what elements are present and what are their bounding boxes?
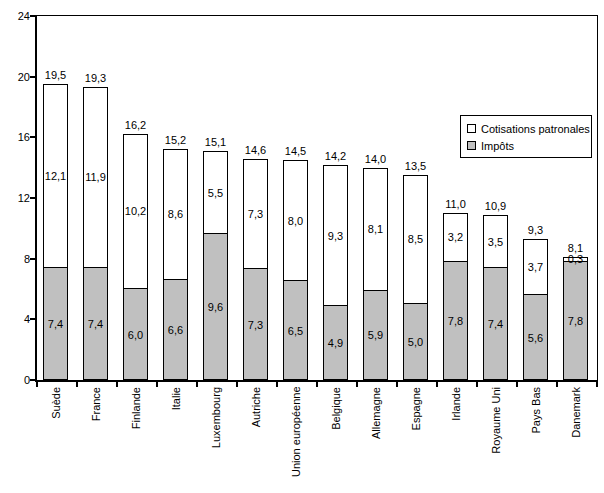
legend: Cotisations patronales Impôts [460,115,592,158]
x-axis-tick [76,382,78,387]
bar-cotisations-label: 10,2 [116,204,156,218]
x-axis-label-danemark: Danemark [569,387,583,477]
x-axis-tick [476,382,478,387]
legend-item-cotisations: Cotisations patronales [467,120,591,137]
x-axis-label-irlande: Irlande [449,387,463,477]
y-axis-tick [30,258,37,260]
bar-total-label: 19,3 [76,71,116,85]
y-axis-tick [30,197,37,199]
x-axis-tick [36,382,38,387]
x-axis-tick [116,382,118,387]
bar-total-label: 10,9 [476,199,516,213]
x-axis-label-autriche: Autriche [249,387,263,477]
bar-impots-label: 7,8 [436,314,476,328]
bar-impots-label: 6,6 [156,323,196,337]
x-axis-tick [316,382,318,387]
y-axis-tick-label: 24 [2,9,30,23]
bar-total-label: 14,6 [236,143,276,157]
x-axis-tick [156,382,158,387]
x-axis-label-union-europeenne: Union européenne [289,387,303,477]
bar-impots-label: 4,9 [316,336,356,350]
legend-item-impots: Impôts [467,137,591,154]
bar-segment-cotisations-autriche [243,159,268,380]
y-axis-tick [30,15,37,17]
legend-swatch-impots-icon [467,141,476,150]
bar-cotisations-label: 3,2 [436,230,476,244]
bar-impots-label: 9,6 [196,300,236,314]
bar-segment-cotisations-finlande [123,134,148,380]
y-axis-tick-label: 20 [2,70,30,84]
x-axis-tick [396,382,398,387]
bar-total-label: 14,0 [356,152,396,166]
legend-label-impots: Impôts [481,139,514,153]
bar-total-label: 14,2 [316,149,356,163]
x-axis-label-allemagne: Allemagne [369,387,383,477]
y-axis-tick-label: 12 [2,191,30,205]
bar-impots-label: 6,0 [116,328,156,342]
bar-impots-label: 7,3 [236,318,276,332]
x-axis-tick [196,382,198,387]
x-axis-label-suede: Suède [49,387,63,477]
bar-total-label: 9,3 [516,223,556,237]
x-axis-tick [356,382,358,387]
bar-cotisations-label: 8,5 [396,232,436,246]
bar-segment-cotisations-suede [43,84,68,380]
bar-impots-label: 5,6 [516,331,556,345]
bar-segment-cotisations-italie [163,149,188,380]
x-axis-label-italie: Italie [169,387,183,477]
x-axis-label-belgique: Belgique [329,387,343,477]
x-axis-tick [276,382,278,387]
y-axis-tick-label: 4 [2,312,30,326]
x-axis-tick [556,382,558,387]
bar-total-label: 11,0 [436,197,476,211]
y-axis-tick-label: 16 [2,130,30,144]
bar-total-label: 14,5 [276,144,316,158]
bar-impots-label: 6,5 [276,324,316,338]
legend-swatch-cotisations-icon [467,124,476,133]
bar-cotisations-label: 8,6 [156,207,196,221]
bar-cotisations-label: 7,3 [236,207,276,221]
bar-cotisations-label: 8,0 [276,214,316,228]
bar-impots-label: 7,4 [476,317,516,331]
bar-total-label: 16,2 [116,118,156,132]
x-axis-label-espagne: Espagne [409,387,423,477]
bar-cotisations-label: 5,5 [196,186,236,200]
bar-impots-label: 7,4 [76,317,116,331]
bar-cotisations-label: 3,5 [476,235,516,249]
y-axis-tick [30,379,37,381]
x-axis-tick [436,382,438,387]
bar-segment-cotisations-espagne [403,175,428,380]
x-axis-label-royaume-uni: Royaume Uni [489,387,503,477]
bar-impots-label: 5,0 [396,335,436,349]
legend-label-cotisations: Cotisations patronales [481,122,590,136]
bar-total-label: 15,2 [156,133,196,147]
bar-cotisations-label: 0,3 [556,252,596,266]
bar-cotisations-label: 11,9 [76,170,116,184]
bar-segment-cotisations-union-europeenne [283,160,308,380]
x-axis-tick [516,382,518,387]
bar-total-label: 13,5 [396,159,436,173]
bar-cotisations-label: 8,1 [356,222,396,236]
x-axis-label-pays-bas: Pays Bas [529,387,543,477]
y-axis-tick-label: 8 [2,252,30,266]
bar-segment-cotisations-france [83,87,108,380]
bar-impots-label: 5,9 [356,328,396,342]
bar-cotisations-label: 3,7 [516,260,556,274]
x-axis-tick [236,382,238,387]
y-axis-tick-label: 0 [2,373,30,387]
bar-segment-cotisations-allemagne [363,168,388,380]
chart-root: Prélèvements obligatoires pesant sur les… [0,0,604,493]
x-axis-label-luxembourg: Luxembourg [209,387,223,477]
bar-total-label: 15,1 [196,135,236,149]
bar-cotisations-label: 12,1 [36,169,76,183]
bar-cotisations-label: 9,3 [316,229,356,243]
bar-total-label: 19,5 [36,68,76,82]
bar-impots-label: 7,8 [556,314,596,328]
bar-impots-label: 7,4 [36,317,76,331]
x-axis-tick [596,382,598,387]
x-axis-label-finlande: Finlande [129,387,143,477]
y-axis-tick [30,136,37,138]
x-axis-label-france: France [89,387,103,477]
